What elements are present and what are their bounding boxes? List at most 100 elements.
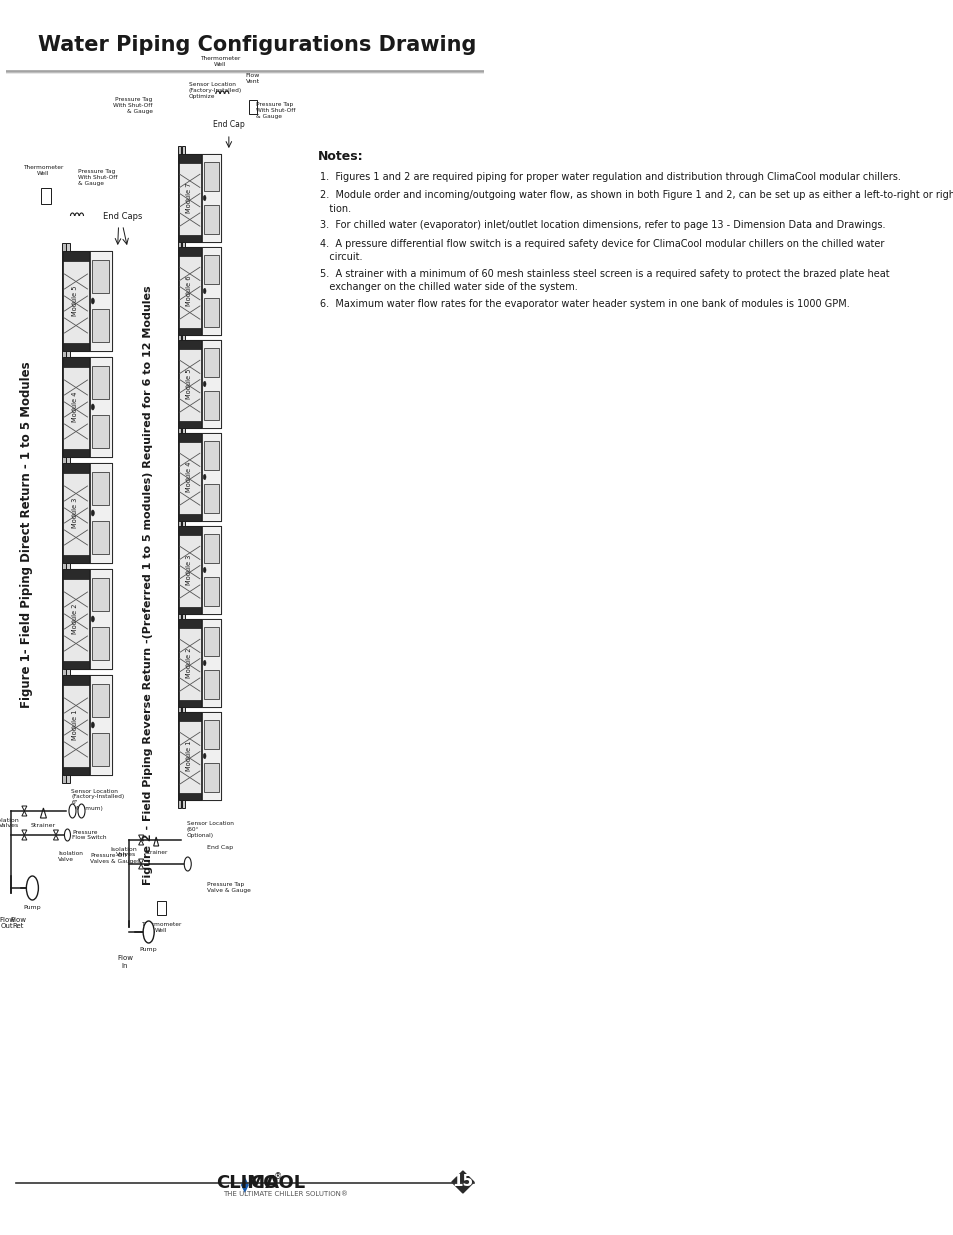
Bar bbox=[64, 676, 89, 776]
Bar bbox=[178, 154, 221, 242]
Bar bbox=[178, 700, 201, 706]
Text: Pressure
Flow Switch: Pressure Flow Switch bbox=[72, 830, 107, 840]
Circle shape bbox=[203, 661, 206, 666]
Bar bbox=[64, 357, 89, 457]
Bar bbox=[64, 463, 89, 473]
Polygon shape bbox=[22, 830, 27, 835]
Circle shape bbox=[203, 567, 206, 573]
Bar bbox=[204, 720, 219, 748]
Bar bbox=[90, 569, 112, 669]
Text: THE ULTIMATE CHILLER SOLUTION®: THE ULTIMATE CHILLER SOLUTION® bbox=[223, 1191, 348, 1197]
Bar bbox=[204, 205, 219, 235]
Polygon shape bbox=[22, 835, 27, 840]
Text: Notes:: Notes: bbox=[317, 149, 363, 163]
Circle shape bbox=[91, 404, 94, 410]
Bar bbox=[182, 146, 185, 808]
Text: Module 3: Module 3 bbox=[186, 555, 193, 585]
Bar bbox=[62, 243, 66, 783]
Bar bbox=[178, 713, 221, 800]
Polygon shape bbox=[53, 830, 58, 835]
Bar bbox=[178, 619, 201, 706]
Text: Figure 1- Field Piping Direct Return - 1 to 5 Modules: Figure 1- Field Piping Direct Return - 1… bbox=[20, 362, 33, 709]
Bar bbox=[92, 627, 110, 659]
Circle shape bbox=[203, 753, 206, 758]
Text: Sensor Location
(60°
Optional): Sensor Location (60° Optional) bbox=[187, 821, 233, 839]
Text: Strainer: Strainer bbox=[144, 850, 168, 855]
Text: Pressure Tag
With Shut-Off
& Gauge: Pressure Tag With Shut-Off & Gauge bbox=[113, 98, 152, 114]
Polygon shape bbox=[452, 1171, 474, 1193]
Bar bbox=[90, 676, 112, 776]
Bar bbox=[64, 357, 112, 457]
Bar bbox=[204, 627, 219, 656]
Text: Module 5: Module 5 bbox=[72, 285, 78, 316]
Bar bbox=[178, 421, 201, 429]
Bar bbox=[202, 713, 221, 800]
Bar bbox=[178, 433, 221, 521]
Bar bbox=[64, 251, 112, 351]
Bar bbox=[178, 433, 201, 521]
Text: COOL: COOL bbox=[250, 1174, 305, 1192]
Bar bbox=[92, 578, 110, 611]
Circle shape bbox=[203, 195, 206, 200]
Text: Pressure-Off
Valves & Gauges: Pressure-Off Valves & Gauges bbox=[90, 853, 140, 863]
Bar bbox=[178, 154, 201, 242]
Text: Pump: Pump bbox=[140, 947, 157, 952]
Circle shape bbox=[143, 921, 154, 944]
Bar bbox=[204, 441, 219, 471]
Bar bbox=[178, 793, 201, 800]
Text: Module 2: Module 2 bbox=[186, 647, 193, 678]
Text: Isolation
Valves: Isolation Valves bbox=[0, 818, 19, 829]
Bar bbox=[64, 357, 89, 367]
Text: Thermometer
Well: Thermometer Well bbox=[200, 57, 240, 67]
Circle shape bbox=[91, 616, 94, 622]
Bar bbox=[178, 340, 221, 429]
Circle shape bbox=[65, 829, 71, 841]
Text: Pressure Tap
Valve & Gauge: Pressure Tap Valve & Gauge bbox=[207, 882, 251, 893]
Bar bbox=[64, 463, 89, 563]
Bar bbox=[64, 555, 89, 563]
Text: Pressure Tag
With Shut-Off
& Gauge: Pressure Tag With Shut-Off & Gauge bbox=[78, 169, 118, 186]
Bar bbox=[178, 514, 201, 521]
Text: Module 1: Module 1 bbox=[72, 710, 78, 740]
Circle shape bbox=[91, 510, 94, 516]
Circle shape bbox=[203, 382, 206, 387]
Bar bbox=[202, 154, 221, 242]
Circle shape bbox=[91, 722, 94, 727]
Text: Thermometer
Well: Thermometer Well bbox=[141, 923, 181, 932]
Bar bbox=[90, 357, 112, 457]
Text: Water Piping Configurations Drawing: Water Piping Configurations Drawing bbox=[37, 35, 476, 56]
Bar bbox=[204, 671, 219, 699]
Bar bbox=[64, 676, 89, 685]
Bar bbox=[64, 251, 89, 261]
Bar bbox=[178, 619, 201, 627]
Bar bbox=[204, 391, 219, 420]
Bar bbox=[92, 521, 110, 555]
Bar bbox=[64, 661, 89, 669]
Text: Module 7: Module 7 bbox=[186, 183, 193, 214]
Text: Isolation
Valve: Isolation Valve bbox=[58, 851, 83, 862]
Bar bbox=[178, 713, 201, 721]
Bar bbox=[67, 243, 70, 783]
Text: 3.  For chilled water (evaporator) inlet/outlet location dimensions, refer to pa: 3. For chilled water (evaporator) inlet/… bbox=[319, 221, 884, 231]
Polygon shape bbox=[53, 835, 58, 840]
Bar bbox=[178, 340, 201, 429]
Bar bbox=[90, 463, 112, 563]
Text: Strainer: Strainer bbox=[30, 823, 56, 827]
Bar bbox=[177, 146, 181, 808]
Bar bbox=[178, 526, 201, 614]
Bar bbox=[178, 329, 201, 335]
Text: Sensor Location
(Factory-Installed)
6"
(Minimum): Sensor Location (Factory-Installed) 6" (… bbox=[71, 789, 125, 811]
Bar bbox=[178, 247, 201, 256]
Text: Module 3: Module 3 bbox=[72, 498, 78, 529]
Text: 2.  Module order and incoming/outgoing water flow, as shown in both Figure 1 and: 2. Module order and incoming/outgoing wa… bbox=[319, 190, 953, 214]
Text: Pump: Pump bbox=[24, 905, 41, 910]
Bar bbox=[249, 100, 256, 114]
Text: Flow
In: Flow In bbox=[117, 956, 133, 968]
Bar bbox=[178, 619, 221, 706]
Bar bbox=[178, 526, 201, 535]
Bar bbox=[41, 188, 51, 204]
Text: End Cap: End Cap bbox=[213, 120, 245, 128]
Bar bbox=[204, 763, 219, 792]
Text: Module 1: Module 1 bbox=[186, 741, 193, 771]
Bar bbox=[204, 534, 219, 563]
